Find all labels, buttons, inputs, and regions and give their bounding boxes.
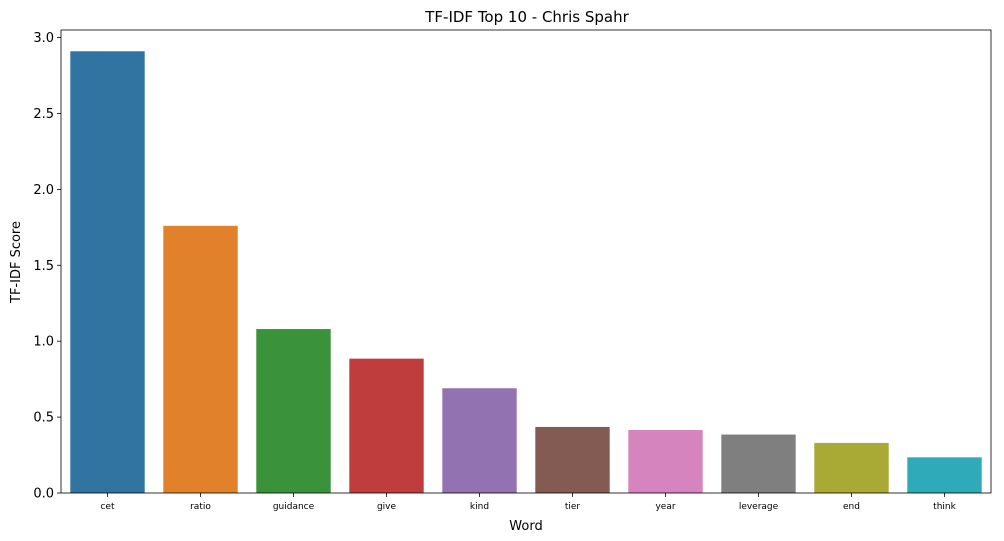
plot-frame <box>60 29 992 494</box>
bar-think <box>907 457 982 493</box>
x-ticks-group: cet ratio guidance give kind tier year leverage… <box>100 493 957 512</box>
x-tick-label: leverage <box>739 502 779 512</box>
bar-year <box>628 430 703 493</box>
y-ticks-group: 0.0 0.5 1.0 1.5 2.0 2.5 3.0 <box>33 31 61 502</box>
chart-title: TF-IDF Top 10 - Chris Spahr <box>424 8 629 26</box>
x-tick-label: end <box>843 502 860 512</box>
x-tick-label: tier <box>565 502 581 512</box>
y-axis-label: TF-IDF Score <box>9 221 24 304</box>
bar-guidance <box>256 329 331 493</box>
bar-give <box>349 358 424 493</box>
x-axis-label: Word <box>509 519 542 534</box>
x-tick-label: give <box>377 502 397 512</box>
x-tick-label: kind <box>470 502 489 512</box>
y-tick-label: 2.5 <box>33 107 54 122</box>
y-tick-label: 0.5 <box>33 411 54 426</box>
y-tick-label: 2.0 <box>33 183 54 198</box>
y-tick-label: 3.0 <box>33 31 54 46</box>
bars-group <box>70 51 982 493</box>
bar-cet <box>70 51 145 493</box>
y-tick-label: 1.5 <box>33 259 54 274</box>
x-tick-label: cet <box>100 502 114 512</box>
y-tick-label: 0.0 <box>33 487 54 502</box>
x-tick-label: year <box>655 502 675 512</box>
bar-ratio <box>163 225 238 493</box>
x-tick-label: guidance <box>273 502 315 512</box>
bar-kind <box>442 388 517 493</box>
bar-end <box>814 442 889 493</box>
bar-leverage <box>721 434 796 493</box>
x-tick-label: think <box>933 502 956 512</box>
y-tick-label: 1.0 <box>33 335 54 350</box>
x-tick-label: ratio <box>190 502 211 512</box>
bar-tier <box>535 426 610 493</box>
